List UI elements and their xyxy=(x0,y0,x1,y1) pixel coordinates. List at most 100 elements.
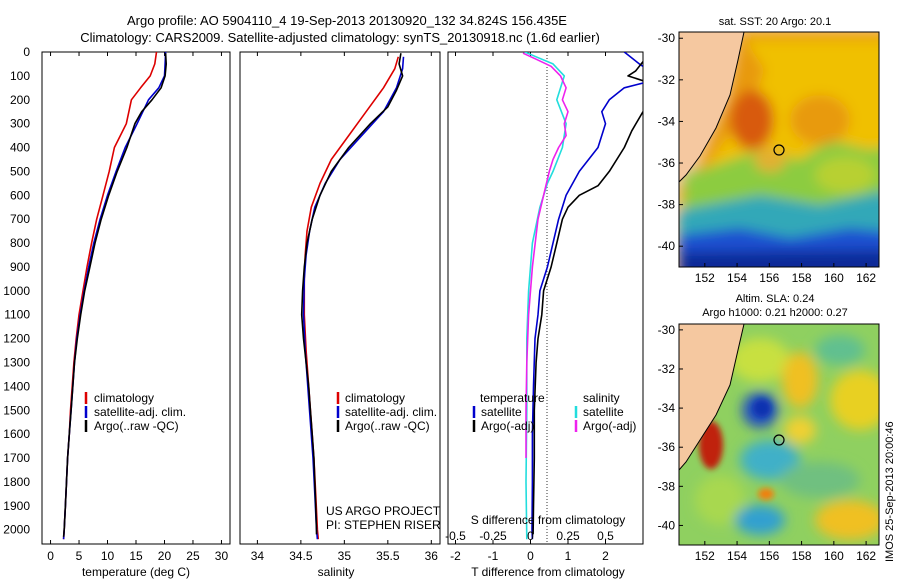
depth-tick-label: 100 xyxy=(10,69,30,83)
x-tick-label: 35.5 xyxy=(376,549,400,563)
map-x-tick-label: 156 xyxy=(759,549,779,563)
temperature-axes-frame xyxy=(41,51,231,545)
map-y-tick-label: -30 xyxy=(658,323,676,337)
depth-tick-label: 1000 xyxy=(3,284,30,298)
sla-map-panel: Altim. SLA: 0.24 Argo h1000: 0.21 h2000:… xyxy=(658,293,880,563)
x-tick-label: 15 xyxy=(129,549,143,563)
depth-tick-label: 1600 xyxy=(3,427,30,441)
legend-label-satellite: satellite-adj. clim. xyxy=(345,405,437,419)
legend-label-temp-satellite: satellite xyxy=(481,405,522,419)
map-x-tick-label: 154 xyxy=(727,549,747,563)
depth-tick-label: 600 xyxy=(10,188,30,202)
series-line xyxy=(300,53,404,535)
salinity-x-ticks: 34 34.5 35 35.5 36 xyxy=(251,52,439,563)
sla-map-frame xyxy=(678,323,880,546)
salinity-xlabel: salinity xyxy=(318,565,355,579)
difference-axes-frame xyxy=(447,51,644,545)
map-y-tick-label: -40 xyxy=(658,239,676,253)
legend-label-sal-argo: Argo(-adj) xyxy=(583,419,636,433)
temperature-series xyxy=(62,52,167,540)
map-y-tick-label: -30 xyxy=(658,31,676,45)
map-y-tick-label: -32 xyxy=(658,73,676,87)
x-tick-label: 36 xyxy=(425,549,439,563)
legend-label-satellite: satellite-adj. clim. xyxy=(94,405,186,419)
legend-label-climatology: climatology xyxy=(345,391,405,405)
legend-label-climatology: climatology xyxy=(94,391,154,405)
series-line xyxy=(62,53,167,537)
x-tick-label: 34.5 xyxy=(289,549,313,563)
x-tick-label: 34 xyxy=(251,549,265,563)
salinity-diff-tick-labels: -0.5 -0.25 0 0.25 0.5 xyxy=(445,529,614,543)
map-x-tick-label: 158 xyxy=(792,549,812,563)
legend-label-argo: Argo(..raw -QC) xyxy=(94,419,179,433)
series-line xyxy=(532,111,643,535)
x-tick-label: 10 xyxy=(101,549,115,563)
depth-tick-label: 1500 xyxy=(3,403,30,417)
depth-tick-label: 1400 xyxy=(3,379,30,393)
sal-diff-tick-label: 0.5 xyxy=(597,529,614,543)
difference-series xyxy=(522,52,643,540)
temperature-x-ticks: 0 5 10 15 20 25 30 xyxy=(47,52,228,563)
sal-diff-tick-label: 0 xyxy=(527,529,534,543)
map-x-tick-label: 160 xyxy=(824,271,844,285)
sla-map-title: Altim. SLA: 0.24 xyxy=(736,293,815,305)
map-x-tick-label: 152 xyxy=(695,271,715,285)
temperature-xlabel: temperature (deg C) xyxy=(82,565,190,579)
depth-tick-label: 1700 xyxy=(3,451,30,465)
map-x-tick-label: 152 xyxy=(695,549,715,563)
salinity-legend: climatology satellite-adj. clim. Argo(..… xyxy=(336,391,437,433)
depth-tick-label: 200 xyxy=(10,93,30,107)
map-y-tick-label: -38 xyxy=(658,479,676,493)
map-y-tick-label: -34 xyxy=(658,401,676,415)
map-y-tick-label: -34 xyxy=(658,114,676,128)
temperature-legend: climatology satellite-adj. clim. Argo(..… xyxy=(84,391,186,433)
x-tick-label: 0 xyxy=(47,549,54,563)
map-x-tick-label: 158 xyxy=(792,271,812,285)
series-line xyxy=(623,52,643,67)
sal-diff-tick-label: -0.5 xyxy=(445,529,466,543)
depth-tick-label: 1800 xyxy=(3,475,30,489)
depth-tick-label: 800 xyxy=(10,236,30,250)
x-tick-label: -1 xyxy=(488,549,499,563)
difference-xlabel: T difference from climatology xyxy=(471,565,625,579)
depth-axis: 0 100 200 300 400 500 600 700 800 900 1000 1100 1200… xyxy=(3,45,643,537)
x-tick-label: 1 xyxy=(565,549,572,563)
map-x-tick-label: 162 xyxy=(856,271,876,285)
depth-tick-label: 400 xyxy=(10,141,30,155)
depth-tick-label: 1300 xyxy=(3,355,30,369)
figure-title-line1: Argo profile: AO 5904110_4 19-Sep-2013 2… xyxy=(127,13,567,28)
sla-map-image xyxy=(679,324,879,545)
figure-title-line2: Climatology: CARS2009. Satellite-adjuste… xyxy=(80,30,600,45)
x-tick-label: 25 xyxy=(186,549,200,563)
sla-map-ticks: 152 154 156 158 160 162 -30 -32 -34 -36 -38 -40 xyxy=(658,323,877,563)
x-tick-label: -2 xyxy=(450,549,461,563)
depth-tick-label: 900 xyxy=(10,260,30,274)
temperature-panel: 0 5 10 15 20 25 30 temperature (deg C) climato… xyxy=(41,51,231,579)
salinity-axes-frame xyxy=(239,51,441,545)
sst-map-frame xyxy=(678,31,880,268)
map-x-tick-label: 162 xyxy=(856,549,876,563)
series-line xyxy=(627,61,643,82)
salinity-panel: 34 34.5 35 35.5 36 salinity climatology sate… xyxy=(239,51,441,579)
map-y-tick-label: -38 xyxy=(658,198,676,212)
sst-map-ticks: 152 154 156 158 160 162 -30 -32 -34 -36 -38 -40 xyxy=(658,31,877,285)
x-tick-label: 2 xyxy=(602,549,609,563)
difference-panel: -2 -1 0 1 2 T difference from climatology S … xyxy=(445,51,644,579)
depth-tick-label: 1100 xyxy=(4,308,30,322)
x-tick-label: 35 xyxy=(338,549,352,563)
map-y-tick-label: -32 xyxy=(658,362,676,376)
difference-legend: temperature salinity satellite Argo(-adj… xyxy=(472,391,636,433)
depth-tick-label: 300 xyxy=(10,117,30,131)
depth-tick-label: 500 xyxy=(10,164,30,178)
map-x-tick-label: 156 xyxy=(759,271,779,285)
map-x-tick-label: 154 xyxy=(727,271,747,285)
x-tick-label: 0 xyxy=(527,549,534,563)
sal-diff-tick-label: -0.25 xyxy=(479,529,507,543)
legend-title-salinity: salinity xyxy=(583,391,620,405)
map-y-tick-label: -36 xyxy=(658,156,676,170)
argo-position-marker xyxy=(773,434,785,446)
depth-tick-label: 2000 xyxy=(3,523,30,537)
legend-label-argo: Argo(..raw -QC) xyxy=(345,419,430,433)
sst-map-image xyxy=(679,32,879,267)
